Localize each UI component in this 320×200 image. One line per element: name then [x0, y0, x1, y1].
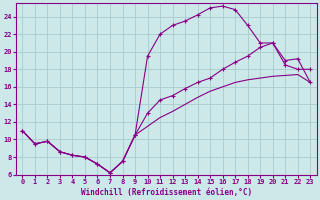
X-axis label: Windchill (Refroidissement éolien,°C): Windchill (Refroidissement éolien,°C) — [81, 188, 252, 197]
